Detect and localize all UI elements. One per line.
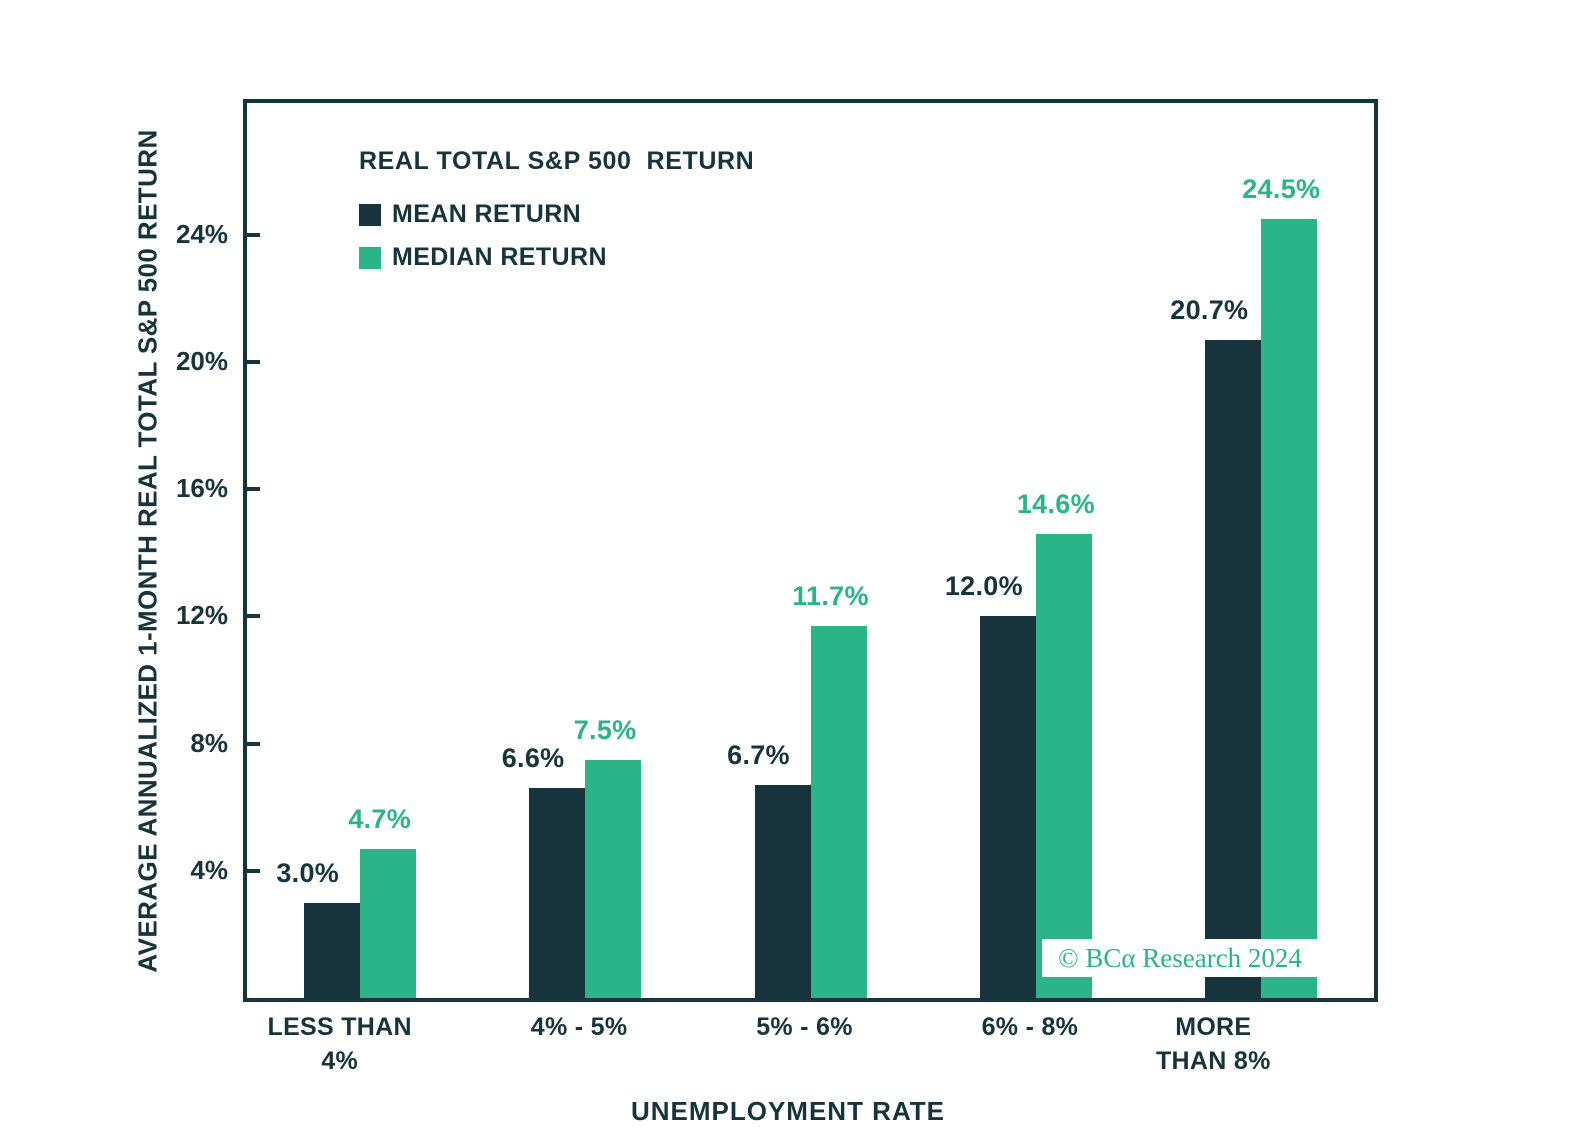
legend: REAL TOTAL S&P 500 RETURN MEAN RETURN ME… (359, 147, 754, 286)
y-tick-label: 8% (190, 727, 228, 758)
y-tick-mark (247, 741, 260, 746)
bar-median-return (1035, 533, 1092, 998)
category-label-line: 5% - 6% (756, 1013, 853, 1041)
category-label: MORE THAN 8% (1103, 1010, 1323, 1078)
legend-item-median: MEDIAN RETURN (359, 243, 754, 272)
legend-title: REAL TOTAL S&P 500 RETURN (359, 147, 755, 175)
legend-label-mean: MEAN RETURN (392, 200, 582, 228)
bar-median-return (810, 626, 867, 998)
bar-value-label: 20.7% (1170, 294, 1249, 325)
y-tick-label: 12% (175, 600, 228, 631)
y-axis-title: AVERAGE ANNUALIZED 1-MONTH REAL TOTAL S&… (132, 129, 163, 973)
bar-value-label: 12.0% (944, 571, 1023, 602)
y-tick-label: 20% (175, 346, 228, 377)
watermark-text: © BCα Research 2024 (1058, 942, 1302, 973)
category-label: 5% - 6% (695, 1010, 915, 1044)
bar-value-label: 7.5% (573, 714, 637, 745)
legend-item-mean: MEAN RETURN (359, 200, 754, 229)
y-tick-mark (247, 487, 260, 492)
watermark: © BCα Research 2024 (1042, 939, 1318, 977)
bar-value-label: 3.0% (276, 857, 340, 888)
bar-median-return (359, 848, 416, 998)
bar-value-label: 14.6% (1016, 488, 1095, 519)
y-tick-mark (247, 360, 260, 365)
category-label: LESS THAN 4% (230, 1010, 450, 1078)
y-tick-mark (247, 868, 260, 873)
bar-median-return (585, 759, 642, 998)
median-return-swatch-icon (359, 246, 381, 269)
category-label-line: 4% (321, 1047, 359, 1075)
bar-mean-return (754, 784, 811, 998)
category-label-line: 6% - 8% (981, 1013, 1079, 1041)
mean-return-swatch-icon (359, 203, 381, 226)
y-tick-label: 4% (190, 854, 228, 885)
bar-value-label: 24.5% (1242, 174, 1321, 205)
category-label-line: THAN 8% (1155, 1047, 1271, 1075)
legend-label-median: MEDIAN RETURN (392, 243, 607, 271)
bar-value-label: 4.7% (348, 803, 412, 834)
bar-median-return (1261, 219, 1318, 998)
bar-value-label: 11.7% (792, 581, 869, 612)
bar-mean-return (979, 616, 1036, 998)
y-tick-label: 24% (175, 218, 228, 249)
bar-mean-return (529, 788, 586, 998)
plot-area: REAL TOTAL S&P 500 RETURN MEAN RETURN ME… (243, 99, 1378, 1002)
bar-value-label: 6.6% (501, 743, 565, 774)
category-label-line: LESS THAN (267, 1013, 412, 1041)
category-label: 6% - 8% (920, 1010, 1140, 1044)
y-tick-mark (247, 232, 260, 237)
category-label-line: MORE (1175, 1013, 1252, 1041)
bar-mean-return (303, 902, 360, 998)
x-axis-title: UNEMPLOYMENT RATE (630, 1096, 946, 1126)
y-tick-label: 16% (175, 473, 228, 504)
category-label-line: 4% - 5% (530, 1013, 628, 1041)
y-tick-mark (247, 614, 260, 619)
bar-value-label: 6.7% (727, 739, 790, 770)
bar-mean-return (1205, 339, 1262, 998)
category-label: 4% - 5% (469, 1010, 689, 1044)
